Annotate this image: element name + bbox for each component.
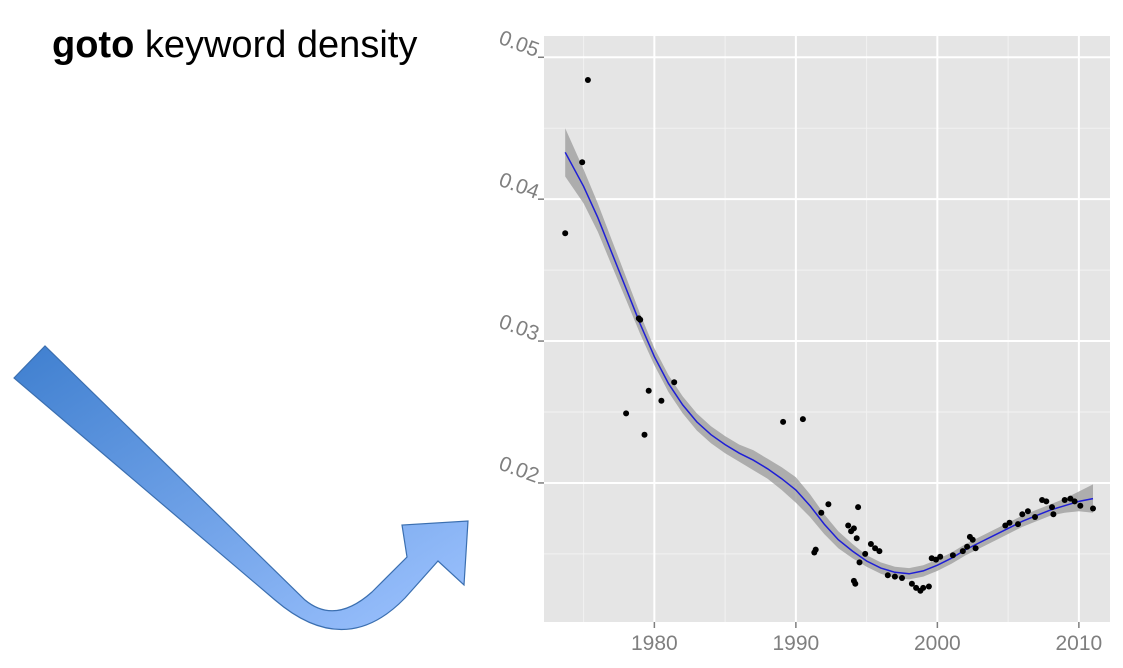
data-point	[845, 522, 852, 529]
curved-arrow-icon	[13, 345, 469, 630]
x-axis: 1980 1990 2000 2010	[631, 622, 1102, 655]
smooth-line	[564, 151, 1094, 575]
data-point	[812, 546, 819, 553]
data-point	[818, 509, 825, 516]
data-point	[949, 552, 956, 559]
data-point	[933, 556, 939, 563]
data-point	[959, 548, 966, 555]
title-keyword: goto	[52, 24, 135, 66]
data-point	[641, 431, 648, 438]
arrow-shape	[13, 345, 469, 630]
data-point	[1032, 514, 1038, 520]
data-point	[1006, 519, 1013, 526]
slide-title: goto keyword density	[52, 24, 417, 67]
data-point	[645, 387, 652, 394]
data-point	[872, 545, 879, 552]
data-point	[969, 536, 976, 543]
data-point	[856, 559, 863, 566]
y-axis: 0.02 0.03 0.04 0.05	[496, 26, 544, 488]
data-point	[862, 550, 869, 557]
y-tick-label: 0.04	[496, 168, 543, 204]
data-point	[825, 501, 832, 508]
major-gridlines	[544, 36, 1110, 622]
data-point	[1043, 498, 1050, 505]
data-point	[799, 416, 806, 423]
y-tick-label: 0.05	[496, 26, 542, 62]
y-tick-label: 0.03	[496, 310, 542, 346]
data-point	[1050, 511, 1057, 518]
data-point	[1015, 521, 1021, 528]
data-point	[623, 410, 630, 417]
y-tick-label: 0.02	[496, 452, 542, 488]
data-point	[937, 553, 944, 560]
data-point	[637, 316, 644, 323]
data-point	[855, 504, 862, 511]
data-point	[891, 573, 898, 580]
data-point	[1061, 497, 1068, 503]
data-point	[913, 584, 920, 591]
data-point	[562, 230, 569, 237]
data-point	[658, 397, 665, 404]
data-point	[850, 525, 857, 532]
x-tick-label: 1990	[773, 632, 820, 655]
data-point	[1049, 504, 1055, 511]
data-point	[920, 584, 927, 591]
x-tick-label: 1980	[631, 632, 678, 655]
data-point	[884, 572, 891, 579]
data-point	[925, 583, 932, 590]
data-point	[867, 541, 874, 547]
data-point	[584, 77, 591, 83]
data-point	[899, 575, 905, 581]
data-point	[972, 545, 979, 552]
data-point	[1071, 498, 1078, 505]
x-tick-label: 2010	[1056, 632, 1103, 655]
data-point	[876, 548, 883, 555]
data-point	[780, 418, 787, 425]
data-point	[852, 580, 859, 587]
data-point	[671, 379, 678, 386]
x-tick-label: 2000	[914, 632, 961, 655]
data-point	[964, 543, 971, 550]
data-point	[579, 159, 586, 166]
data-point	[853, 535, 860, 542]
data-point	[1090, 505, 1096, 512]
data-point	[908, 580, 915, 587]
data-point	[1024, 508, 1031, 515]
title-rest: keyword density	[144, 24, 418, 66]
data-points	[562, 77, 1096, 594]
data-point	[1077, 502, 1084, 509]
data-point	[1019, 511, 1026, 518]
